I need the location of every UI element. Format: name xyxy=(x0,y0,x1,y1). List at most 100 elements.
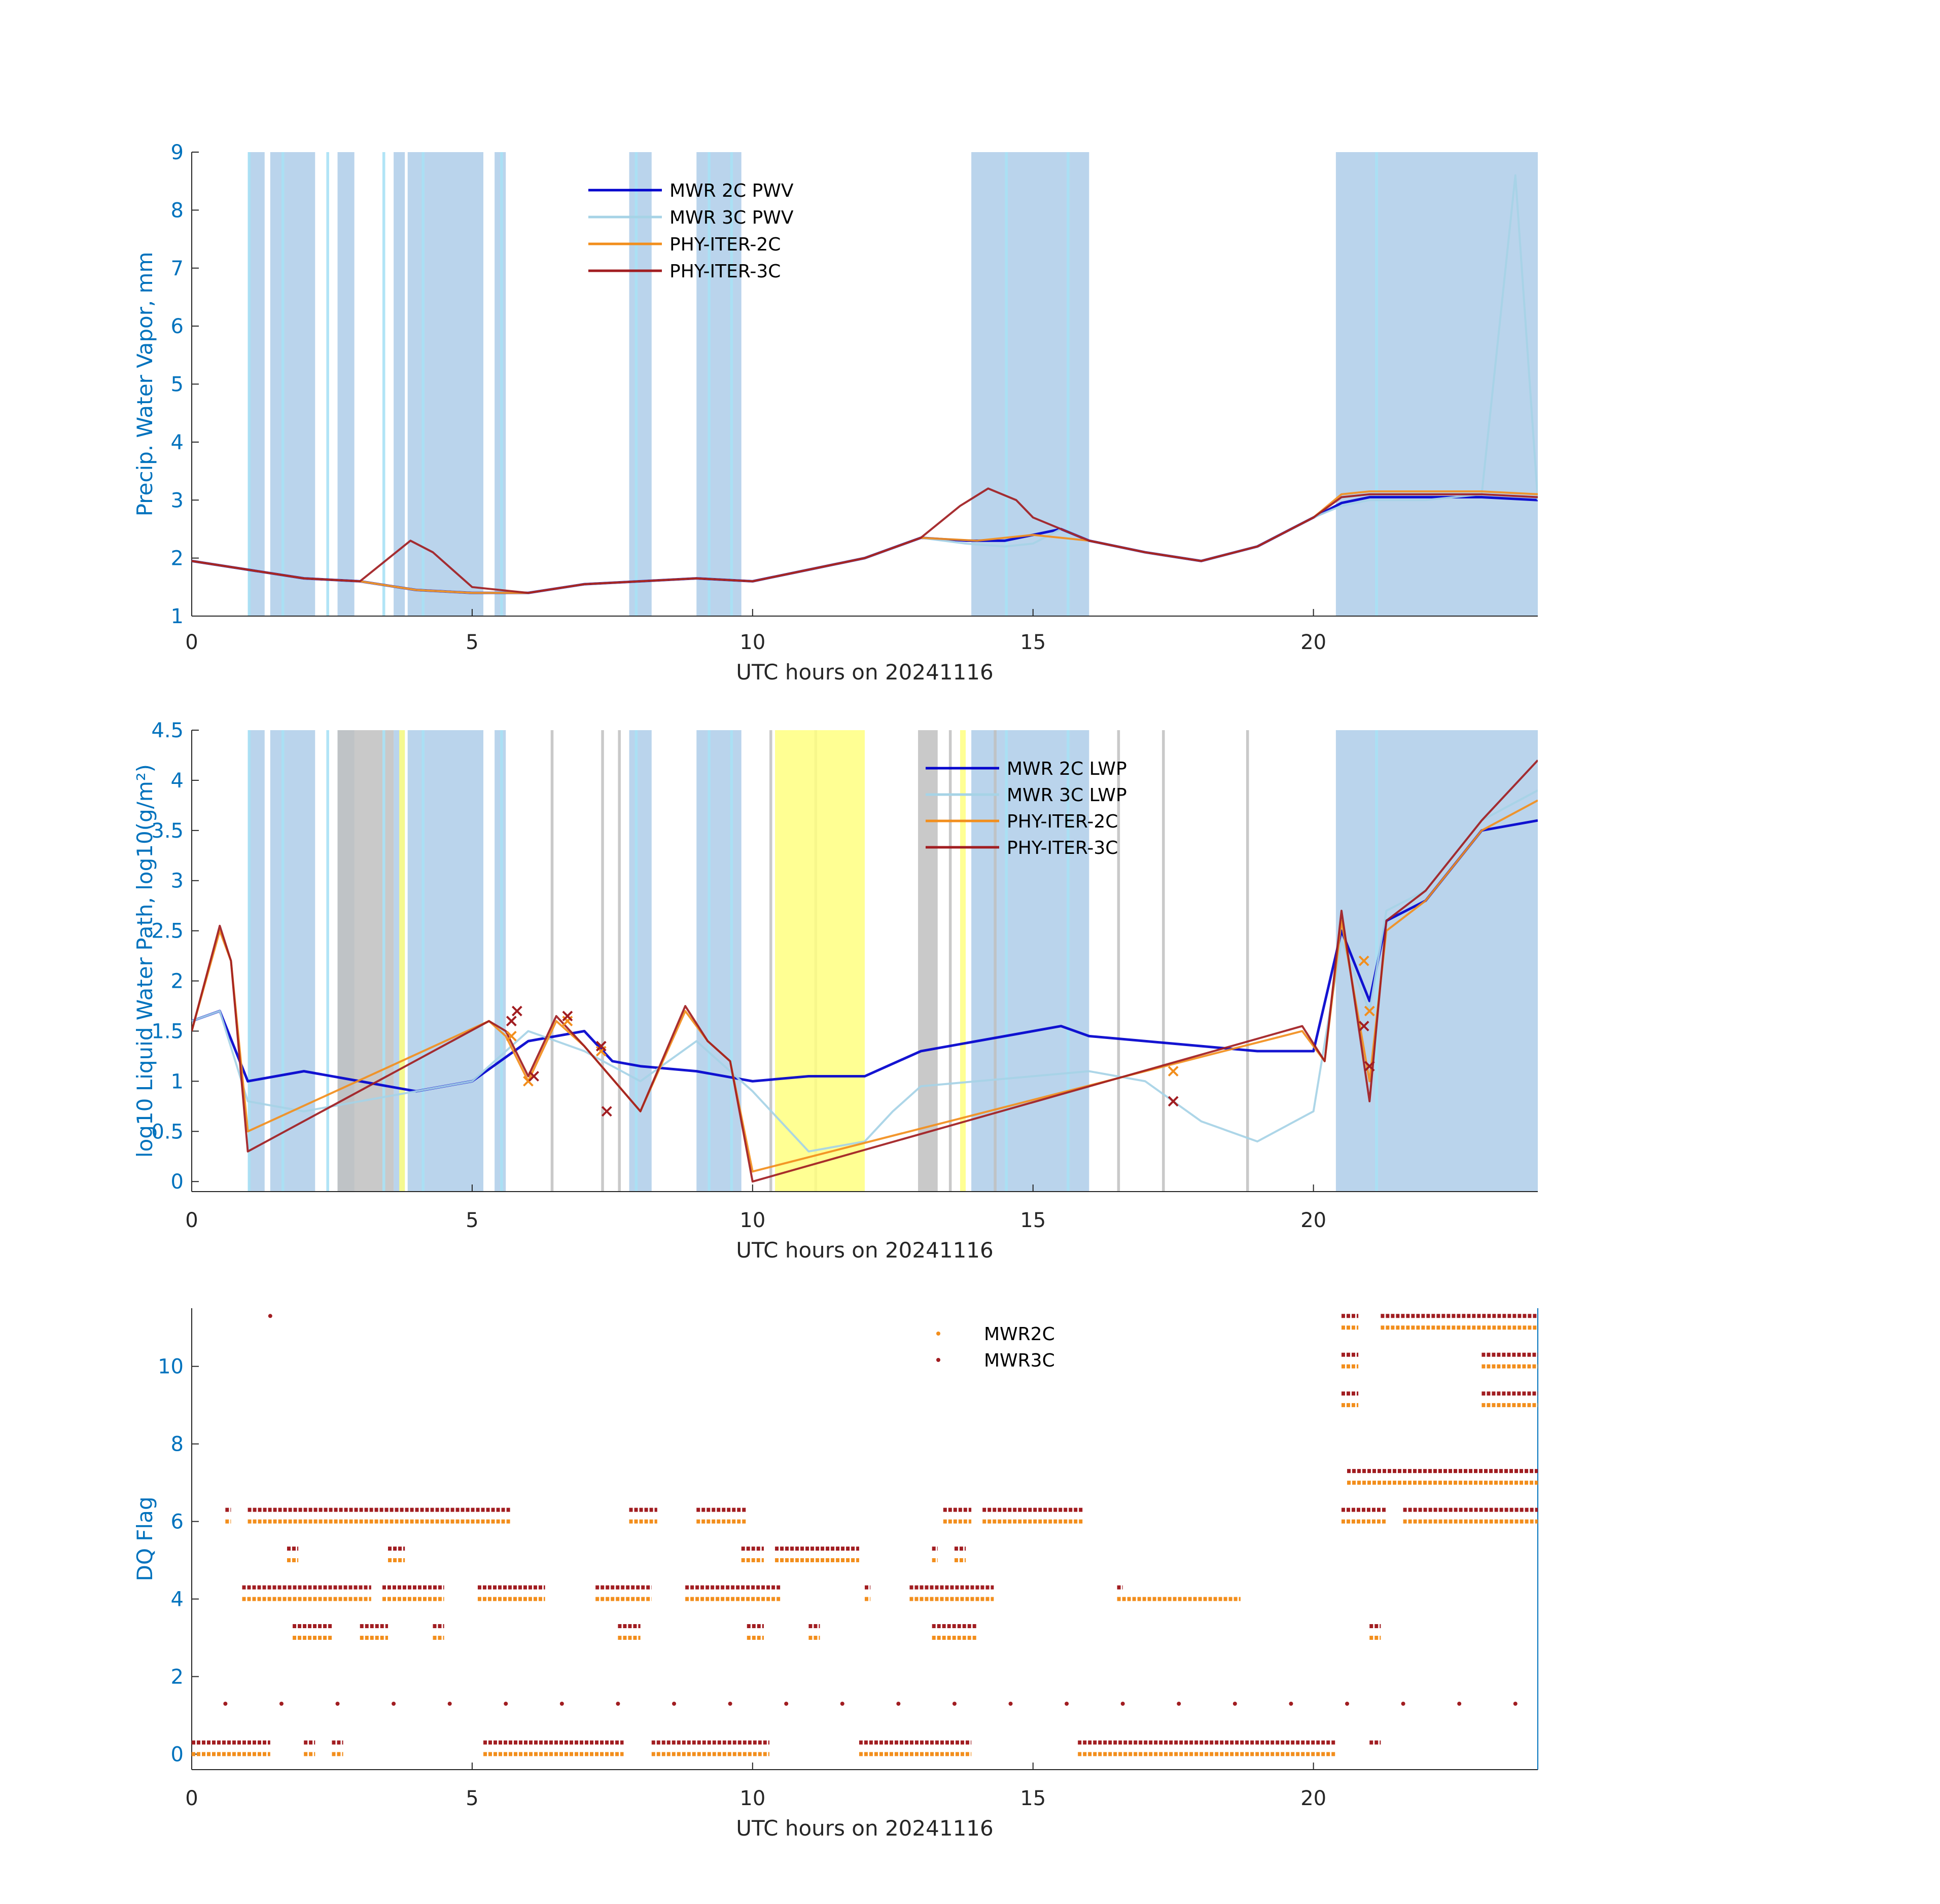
x-marker xyxy=(595,1040,607,1052)
x-marker xyxy=(1358,955,1369,966)
chart-panel-1: 0 5 10 15 20 1 2 3 4 5 6 7 8 9 UTC hours on 20241116 Pr… xyxy=(132,141,1538,685)
flag-point xyxy=(1065,1702,1069,1706)
flag-band-blue xyxy=(270,730,315,1192)
series-line-mwr-3c-lwp xyxy=(192,789,1538,1153)
legend-label: MWR2C xyxy=(984,1324,1055,1345)
flag-band-cyan xyxy=(634,152,638,616)
flag-band-cyan xyxy=(708,730,711,1192)
series-line-phy-iter-3c xyxy=(192,759,1538,1183)
y-tick-label: 1.5 xyxy=(151,1020,184,1043)
x-marker xyxy=(1364,1061,1375,1072)
y-tick-label: 0 xyxy=(171,1170,184,1194)
x-marker xyxy=(562,1011,573,1022)
x-tick-label: 15 xyxy=(1020,1209,1046,1232)
x-marker xyxy=(1168,1096,1179,1107)
x-tick-label: 15 xyxy=(1020,631,1046,654)
x-marker xyxy=(506,1030,517,1041)
flag-point xyxy=(335,1702,340,1706)
legend-swatch xyxy=(936,1332,940,1336)
flag-band-cyan xyxy=(382,730,385,1192)
legend-label: PHY-ITER-2C xyxy=(669,234,781,255)
y-tick-label: 5 xyxy=(171,373,184,397)
flag-point xyxy=(504,1702,508,1706)
legend-label: MWR 3C LWP xyxy=(1007,785,1127,806)
flag-band-cyan xyxy=(248,152,251,616)
flag-point xyxy=(1513,1702,1518,1706)
flag-band-blue xyxy=(394,152,405,616)
flag-point xyxy=(1177,1702,1181,1706)
flag-band-yellow xyxy=(399,730,405,1192)
flag-band-blue xyxy=(629,152,652,616)
y-tick-label: 8 xyxy=(171,199,184,222)
flag-band-cyan xyxy=(500,152,503,616)
flag-band-cyan xyxy=(730,730,733,1192)
flag-point xyxy=(896,1702,901,1706)
flag-band-gray xyxy=(601,730,604,1192)
y-axis-label: DQ Flag xyxy=(132,1497,157,1582)
flag-point xyxy=(840,1702,844,1706)
legend-label: MWR3C xyxy=(984,1350,1055,1371)
flag-band-cyan xyxy=(1067,152,1070,616)
flag-point xyxy=(616,1702,620,1706)
flag-band-gray xyxy=(769,730,772,1192)
y-tick-label: 3 xyxy=(171,870,184,893)
y-tick-label: 3.5 xyxy=(151,819,184,843)
flag-point xyxy=(1289,1702,1293,1706)
flag-band-cyan xyxy=(634,730,638,1192)
flag-band-blue xyxy=(407,152,484,616)
flag-band-blue xyxy=(629,730,652,1192)
flag-point xyxy=(223,1702,228,1706)
x-marker xyxy=(1168,1066,1179,1077)
flag-band-cyan xyxy=(500,730,503,1192)
x-tick-label: 0 xyxy=(185,1787,198,1810)
flag-band-blue xyxy=(696,152,742,616)
flag-band-blue xyxy=(971,730,1005,1192)
chart-panel-3: 0 5 10 15 20 0 2 4 6 8 10 UTC hours on 20241116 DQ F… xyxy=(132,1308,1538,1841)
x-axis-label: UTC hours on 20241116 xyxy=(736,660,994,685)
flag-band-cyan xyxy=(1375,730,1378,1192)
flag-band-blue xyxy=(1005,730,1089,1192)
flag-band-cyan xyxy=(248,730,251,1192)
y-tick-label: 4 xyxy=(171,769,184,793)
flag-band-cyan xyxy=(281,152,285,616)
y-tick-label: 4 xyxy=(171,431,184,454)
flag-band-gray xyxy=(550,730,554,1192)
flag-band-gray xyxy=(1162,730,1165,1192)
legend-label: MWR 3C PWV xyxy=(669,207,794,228)
flag-point xyxy=(952,1702,957,1706)
y-tick-label: 9 xyxy=(171,141,184,164)
y-tick-label: 1 xyxy=(171,605,184,628)
x-tick-label: 0 xyxy=(185,631,198,654)
flag-point xyxy=(1232,1702,1237,1706)
y-axis-label: Precip. Water Vapor, mm xyxy=(132,252,157,517)
y-tick-label: 7 xyxy=(171,257,184,280)
x-tick-label: 5 xyxy=(466,631,478,654)
y-tick-label: 1 xyxy=(171,1070,184,1093)
flag-band-cyan xyxy=(326,730,329,1192)
legend-label: MWR 2C PWV xyxy=(669,181,794,201)
flag-band-blue xyxy=(1335,730,1538,1192)
flag-band-blue xyxy=(270,152,315,616)
y-tick-label: 2 xyxy=(171,1665,184,1689)
x-axis-label: UTC hours on 20241116 xyxy=(736,1238,994,1263)
legend-label: PHY-ITER-3C xyxy=(669,261,781,282)
legend: MWR 2C LWP MWR 3C LWP PHY-ITER-2C PHY-ITER-… xyxy=(926,759,1127,858)
y-tick-label: 0 xyxy=(171,1743,184,1766)
x-tick-label: 15 xyxy=(1020,1787,1046,1810)
flag-band-yellow xyxy=(960,730,966,1192)
chart-panel-2: 0 5 10 15 20 0 0.5 1 1.5 2 2.5 3 3.5 4 4.5 UTC hours on… xyxy=(132,719,1538,1263)
x-tick-label: 20 xyxy=(1300,631,1326,654)
y-tick-label: 4 xyxy=(171,1588,184,1611)
y-tick-label: 3 xyxy=(171,489,184,512)
legend: MWR2C MWR3C xyxy=(936,1324,1055,1371)
x-marker xyxy=(601,1106,612,1117)
y-tick-label: 6 xyxy=(171,1511,184,1534)
flag-band-gray xyxy=(948,730,952,1192)
flag-band-cyan xyxy=(421,730,425,1192)
plot-area xyxy=(192,174,1538,594)
y-tick-label: 0.5 xyxy=(151,1120,184,1143)
flag-point xyxy=(1345,1702,1350,1706)
